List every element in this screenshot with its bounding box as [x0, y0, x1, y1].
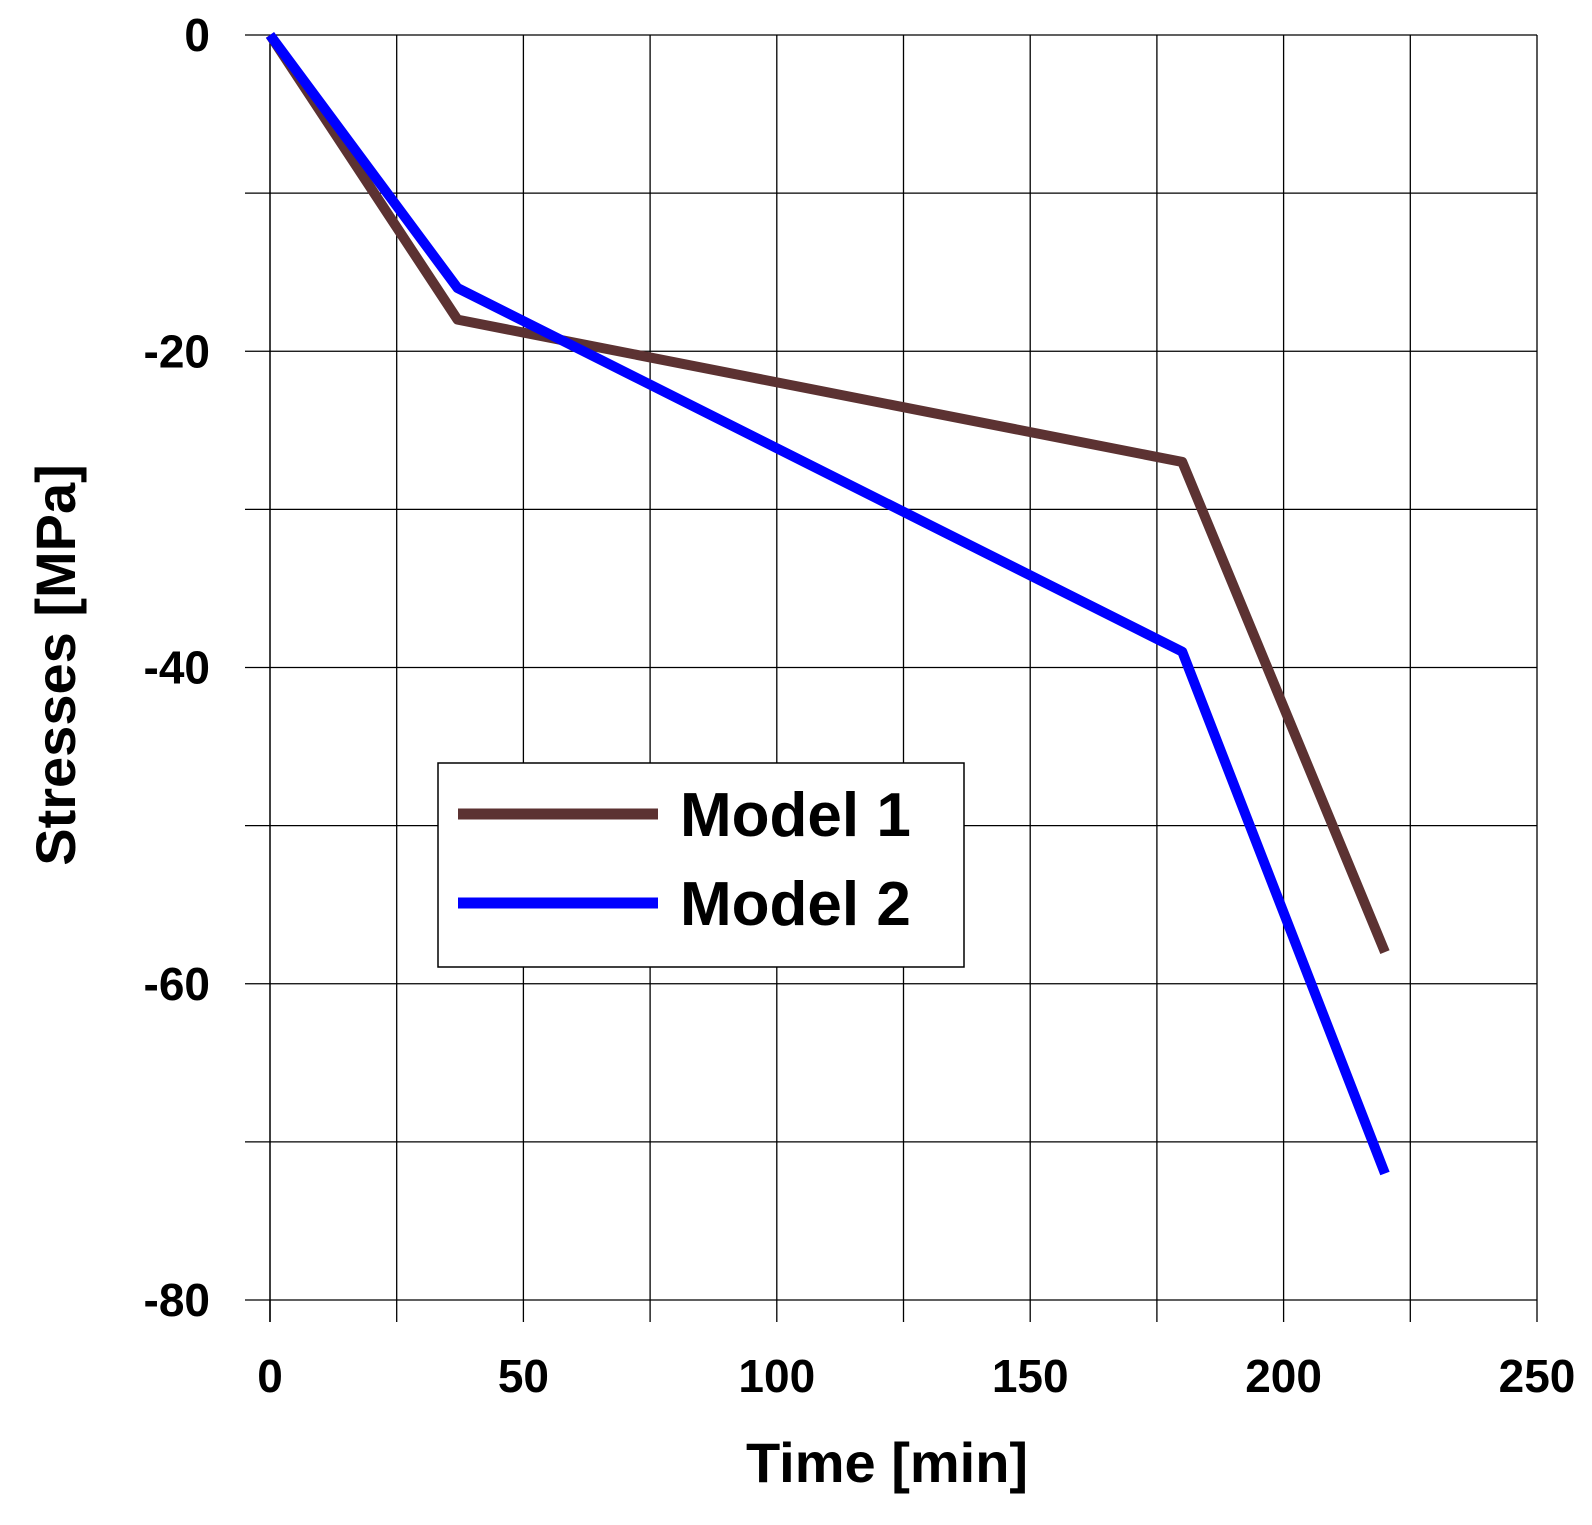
y-tick-label: -60 — [144, 958, 210, 1010]
legend-label-model-1: Model 1 — [680, 781, 911, 850]
series-group — [265, 32, 1390, 1176]
series-line-model-2 — [265, 32, 1390, 1176]
x-tick-label: 50 — [498, 1350, 549, 1402]
y-tick-labels: 0 -20 -40 -60 -80 — [144, 9, 210, 1326]
y-tick-label: -40 — [144, 642, 210, 694]
x-tick-label: 0 — [257, 1350, 283, 1402]
x-tick-label: 150 — [992, 1350, 1069, 1402]
y-tick-label: -20 — [144, 325, 210, 377]
series-line-model-1 — [265, 32, 1390, 955]
x-tick-labels: 0 50 100 150 200 250 — [257, 1350, 1575, 1402]
legend: Model 1 Model 2 — [437, 762, 965, 968]
x-tick-label: 250 — [1499, 1350, 1576, 1402]
x-axis-title: Time [min] — [746, 1431, 1028, 1494]
x-tick-label: 100 — [738, 1350, 815, 1402]
y-tick-label: -80 — [144, 1274, 210, 1326]
y-axis-title: Stresses [MPa] — [24, 464, 87, 866]
legend-box — [437, 762, 965, 968]
x-tick-label: 200 — [1245, 1350, 1322, 1402]
y-tick-label: 0 — [184, 9, 210, 61]
legend-label-model-2: Model 2 — [680, 870, 911, 939]
axes — [269, 35, 1538, 1322]
